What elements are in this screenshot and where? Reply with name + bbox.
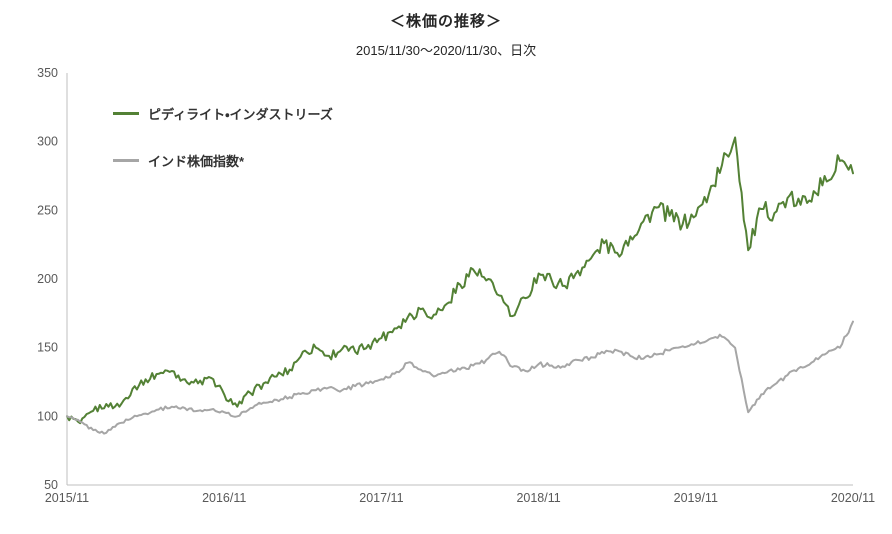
y-tick-label: 350: [37, 66, 58, 80]
x-tick-label: 2020/11: [831, 491, 875, 505]
y-tick-label: 200: [37, 272, 58, 286]
x-tick-label: 2018/11: [516, 491, 560, 505]
legend-label-india-index: インド株価指数*: [148, 154, 245, 169]
chart-legend: ピディライト・インダストリーズ インド株価指数*: [113, 105, 333, 199]
legend-label-pidilite: ピディライト・インダストリーズ: [148, 107, 333, 122]
legend-swatch-india-index-line: [113, 159, 139, 162]
y-tick-label: 50: [44, 478, 58, 492]
x-tick-label: 2017/11: [359, 491, 403, 505]
chart-title: ＜株価の推移＞: [389, 13, 502, 30]
legend-swatch-pidilite-line: [113, 112, 139, 115]
x-tick-label: 2016/11: [202, 491, 246, 505]
india-index-line: [66, 320, 854, 435]
legend-item-pidilite: ピディライト・インダストリーズ: [113, 105, 333, 122]
x-tick-label: 2015/11: [45, 491, 89, 505]
y-tick-label: 100: [37, 409, 58, 423]
pidilite-line: [66, 136, 854, 425]
legend-item-india-index: インド株価指数*: [113, 152, 333, 169]
x-tick-label: 2019/11: [674, 491, 718, 505]
y-tick-label: 300: [37, 135, 58, 149]
y-tick-label: 250: [37, 203, 58, 217]
y-tick-label: 150: [37, 341, 58, 355]
chart-subtitle: 2015/11/30～2020/11/30、日次: [355, 43, 537, 58]
